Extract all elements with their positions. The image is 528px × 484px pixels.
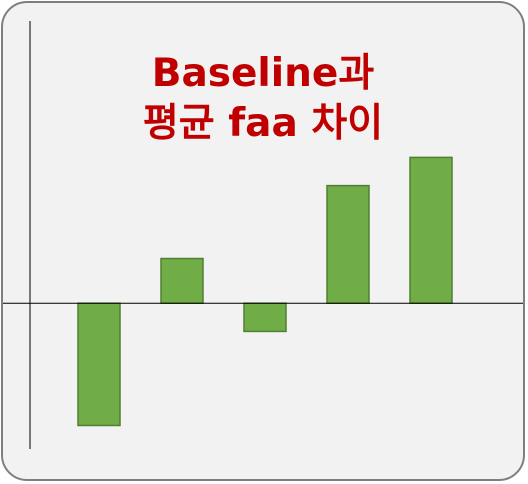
bar-2 [161,259,203,304]
bars-layer [78,157,452,425]
bar-5 [410,157,452,303]
chart-plot-area [3,3,523,479]
bar-4 [327,186,369,304]
bar-1 [78,303,120,425]
bar-3 [244,303,286,331]
